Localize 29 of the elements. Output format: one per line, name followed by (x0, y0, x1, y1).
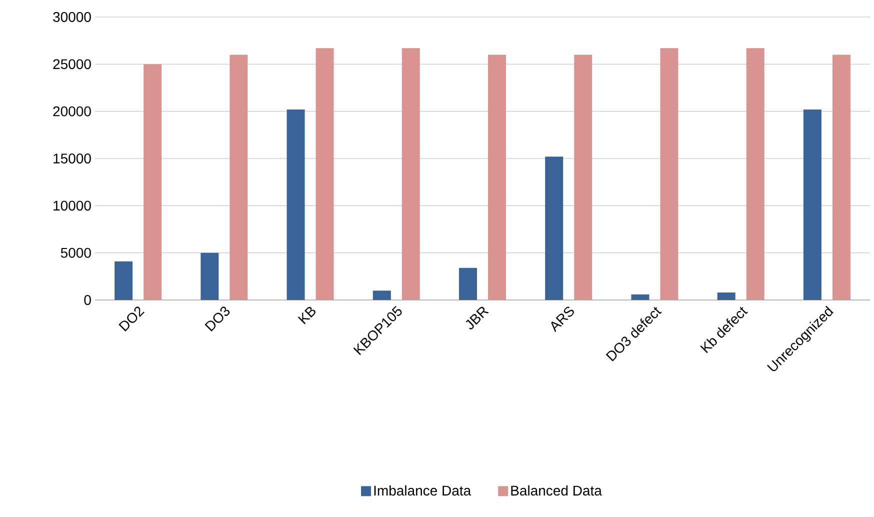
bar (631, 294, 650, 300)
bar (545, 156, 564, 300)
legend-label: Balanced Data (511, 485, 602, 496)
bar (200, 252, 219, 300)
bar (114, 261, 133, 300)
bar (488, 54, 506, 300)
y-tick-label: 20000 (53, 106, 91, 116)
y-tick-label: 0 (84, 295, 91, 305)
bar (286, 109, 305, 300)
y-tick-label: 30000 (53, 12, 91, 22)
bar (230, 54, 248, 300)
y-tick-label: 25000 (53, 59, 91, 70)
bar (746, 48, 764, 300)
x-tick-label: KB (298, 306, 316, 324)
y-tick-label: 5000 (60, 248, 91, 258)
bar (402, 48, 420, 300)
bar (803, 109, 822, 300)
bar (717, 292, 736, 300)
bar (459, 268, 478, 300)
bar (316, 48, 334, 300)
bar (372, 290, 391, 300)
x-tick-label: JBR (466, 306, 489, 330)
bar (660, 48, 678, 300)
y-tick-label: 10000 (54, 200, 91, 211)
bar (832, 54, 850, 300)
bar (574, 54, 592, 300)
y-tick-label: 15000 (54, 154, 91, 164)
bar (144, 64, 162, 300)
legend-label: Imbalance Data (374, 485, 472, 496)
